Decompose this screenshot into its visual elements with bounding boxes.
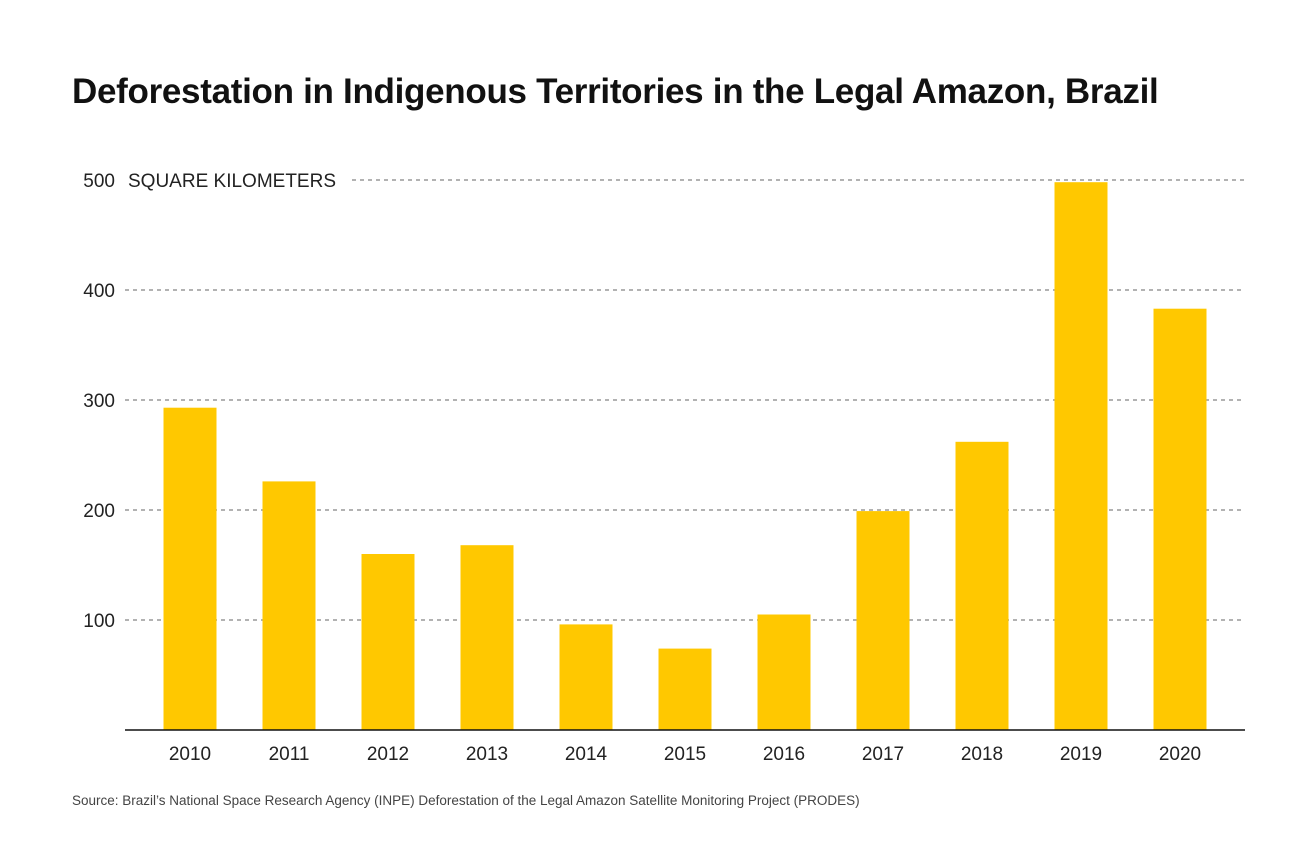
y-tick-label: 200	[83, 501, 115, 522]
x-tick-label: 2010	[169, 744, 211, 765]
bar-2016	[757, 614, 811, 730]
bar-2010	[163, 407, 217, 730]
x-tick-label: 2016	[763, 744, 805, 765]
bar-2020	[1153, 308, 1207, 730]
chart-title: Deforestation in Indigenous Territories …	[72, 72, 1159, 111]
source-note: Source: Brazil’s National Space Research…	[72, 793, 860, 808]
bar-2014	[559, 624, 613, 730]
y-tick-label: 100	[83, 611, 115, 632]
bar-2012	[361, 554, 415, 730]
y-tick-label: 300	[83, 391, 115, 412]
x-tick-label: 2017	[862, 744, 904, 765]
bar-2011	[262, 481, 316, 730]
bar-2019	[1054, 182, 1108, 730]
x-tick-label: 2014	[565, 744, 608, 765]
bar-2017	[856, 511, 910, 730]
x-tick-label: 2020	[1159, 744, 1201, 765]
x-tick-label: 2019	[1060, 744, 1102, 765]
y-tick-label: 500	[83, 171, 115, 192]
x-tick-label: 2012	[367, 744, 409, 765]
y-axis-unit-label: SQUARE KILOMETERS	[128, 171, 336, 192]
x-tick-label: 2015	[664, 744, 706, 765]
bar-2015	[658, 648, 712, 730]
x-tick-label: 2018	[961, 744, 1003, 765]
bar-2018	[955, 441, 1009, 730]
y-tick-label: 400	[83, 281, 115, 302]
x-tick-label: 2013	[466, 744, 508, 765]
bar-2013	[460, 545, 514, 730]
x-tick-label: 2011	[269, 744, 310, 765]
